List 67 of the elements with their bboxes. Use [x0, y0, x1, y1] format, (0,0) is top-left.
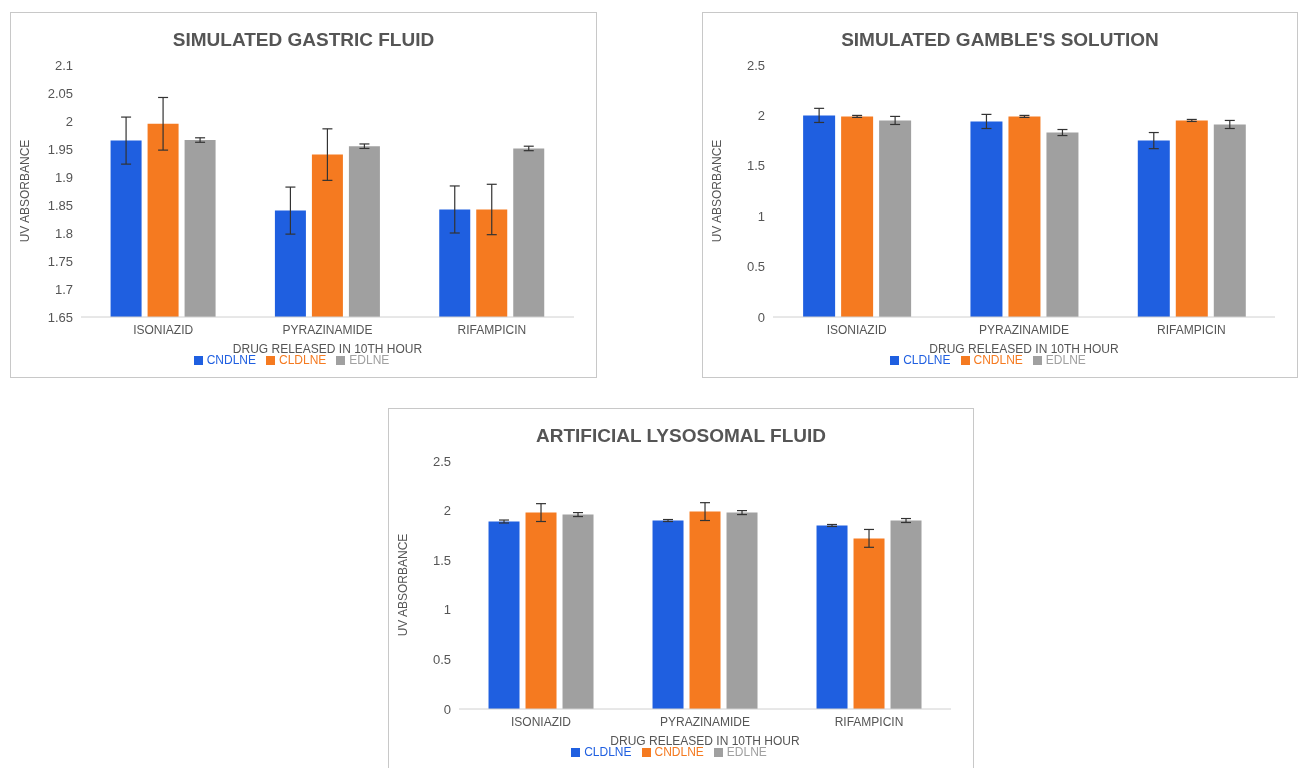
y-tick-label: 0 [443, 701, 451, 717]
x-axis-title: DRUG RELEASED IN 10TH HOUR [929, 342, 1120, 356]
x-tick-label: RIFAMPICIN [1157, 322, 1226, 337]
y-tick-label: 1.65 [47, 309, 73, 325]
chart-title: ARTIFICIAL LYSOSOMAL FLUID [535, 425, 827, 448]
bar [1213, 124, 1246, 317]
legend-label: CNDLNE [654, 745, 704, 759]
legend-label: CNDLNE [206, 353, 256, 367]
bar [879, 120, 912, 317]
x-tick-label: PYRAZINAMIDE [978, 322, 1070, 337]
bar [803, 115, 836, 317]
bar [816, 525, 848, 709]
y-axis-title: UV ABSORBANCE [396, 533, 411, 637]
x-tick-label: RIFAMPICIN [834, 714, 904, 729]
y-tick-label: 2 [65, 113, 73, 129]
x-axis-title: DRUG RELEASED IN 10TH HOUR [610, 734, 801, 748]
chart-title: SIMULATED GASTRIC FLUID [171, 29, 436, 52]
chart-title: SIMULATED GAMBLE'S SOLUTION [840, 29, 1160, 52]
bar [1175, 120, 1208, 317]
y-tick-label: 2.5 [746, 57, 765, 73]
x-tick-label: ISONIAZID [510, 714, 572, 729]
y-tick-label: 2.5 [432, 453, 451, 469]
y-tick-label: 1.7 [54, 281, 73, 297]
y-axis-title: UV ABSORBANCE [18, 139, 33, 243]
bar [890, 520, 922, 709]
x-tick-label: RIFAMPICIN [457, 322, 527, 337]
y-tick-label: 0.5 [746, 259, 765, 275]
bar [488, 521, 520, 709]
bar [652, 520, 684, 709]
bar [1046, 132, 1079, 317]
y-tick-label: 2 [443, 503, 451, 519]
bar [726, 512, 758, 709]
bar [525, 512, 557, 709]
bar [689, 511, 721, 709]
y-tick-label: 1.95 [47, 141, 73, 157]
bar [1137, 140, 1170, 317]
y-tick-label: 1.5 [746, 158, 765, 174]
bar [1008, 116, 1041, 317]
y-axis-title: UV ABSORBANCE [710, 139, 725, 243]
legend-label: EDLNE [1045, 353, 1086, 367]
legend-label: CNDLNE [973, 353, 1023, 367]
legend-label: EDLNE [349, 353, 390, 367]
y-tick-label: 2.1 [54, 57, 73, 73]
y-tick-label: 2 [757, 108, 765, 124]
y-tick-label: 2.05 [47, 85, 73, 101]
legend-label: CLDLNE [278, 353, 327, 367]
x-tick-label: ISONIAZID [826, 322, 887, 337]
legend-label: EDLNE [726, 745, 767, 759]
legend-label: CLDLNE [584, 745, 632, 759]
y-tick-label: 0.5 [432, 652, 451, 668]
x-tick-label: ISONIAZID [133, 322, 194, 337]
y-tick-label: 1.85 [47, 197, 73, 213]
bar [853, 538, 885, 709]
y-tick-label: 1 [757, 208, 765, 224]
y-tick-label: 1.9 [54, 169, 73, 185]
x-tick-label: PYRAZINAMIDE [659, 714, 751, 729]
y-tick-label: 1 [443, 602, 451, 618]
y-tick-label: 1.75 [47, 253, 73, 269]
bar [841, 116, 874, 317]
y-tick-label: 1.5 [432, 552, 451, 568]
bar [970, 121, 1003, 317]
legend-label: CLDLNE [903, 353, 951, 367]
y-tick-label: 0 [757, 309, 765, 325]
y-tick-label: 1.8 [54, 225, 73, 241]
x-axis-title: DRUG RELEASED IN 10TH HOUR [232, 342, 423, 356]
x-tick-label: PYRAZINAMIDE [282, 322, 373, 337]
bar [562, 514, 594, 709]
